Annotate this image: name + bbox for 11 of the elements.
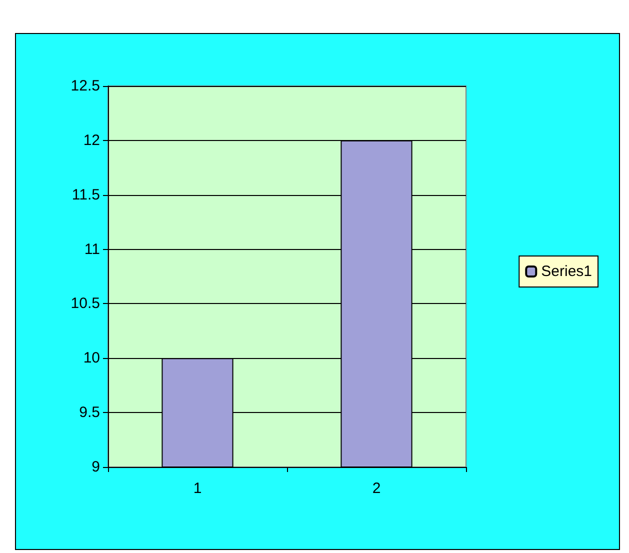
y-tick-label: 9 (92, 458, 100, 476)
y-tick-label: 11 (84, 240, 100, 258)
y-tick-label: 12 (83, 132, 100, 149)
x-tick-label: 1 (193, 480, 202, 497)
y-tick-label: 9.5 (79, 404, 100, 422)
y-tick-label: 12.5 (70, 78, 100, 94)
x-tick-label: 2 (372, 480, 381, 497)
y-tick-label: 10 (83, 350, 100, 367)
legend-label: Series1 (541, 263, 592, 280)
y-tick-label: 10.5 (70, 295, 100, 312)
y-tick-label: 11.5 (72, 186, 100, 204)
